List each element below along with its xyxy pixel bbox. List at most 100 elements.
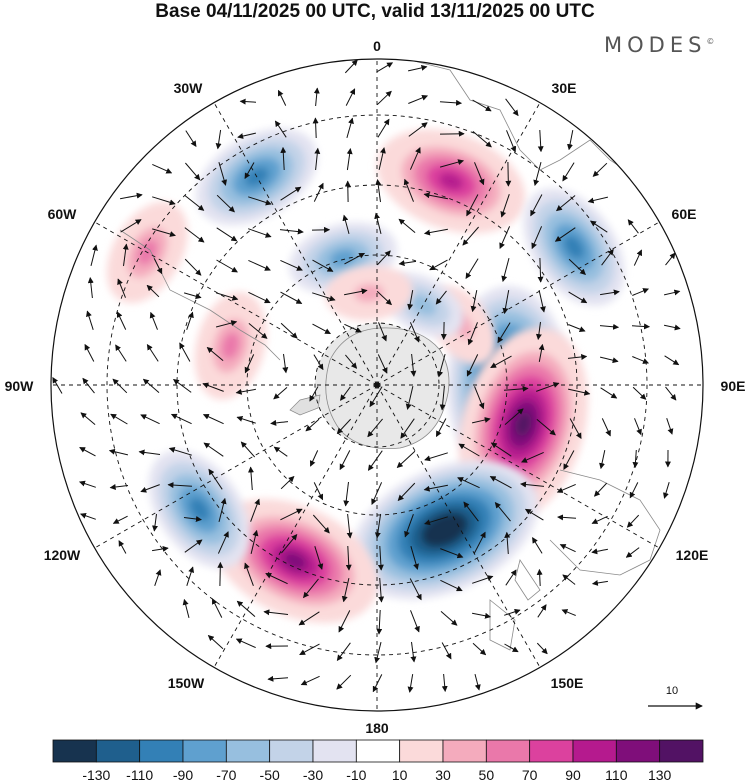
lon-label-120w: 120W bbox=[44, 547, 81, 563]
wind-arrow bbox=[587, 196, 609, 204]
meridian-line bbox=[213, 384, 378, 668]
wind-arrow bbox=[556, 195, 576, 212]
wind-arrow bbox=[344, 59, 358, 74]
wind-arrow bbox=[559, 544, 576, 553]
wind-arrow bbox=[376, 90, 392, 106]
lon-label-150e: 150E bbox=[551, 675, 584, 691]
latitude-circle bbox=[314, 322, 440, 448]
wind-arrow bbox=[471, 417, 491, 424]
map-disc bbox=[51, 59, 703, 711]
wind-arrow bbox=[345, 545, 352, 571]
wind-arrow bbox=[600, 387, 618, 399]
wind-arrow bbox=[472, 575, 494, 584]
colorbar-tick-label: -90 bbox=[173, 767, 193, 783]
wind-arrow bbox=[250, 529, 259, 555]
wind-arrow bbox=[280, 146, 287, 171]
wind-arrow bbox=[152, 513, 158, 532]
wind-arrow bbox=[403, 178, 414, 202]
wind-arrow bbox=[378, 577, 385, 603]
wind-arrow bbox=[90, 244, 98, 267]
wind-arrow bbox=[312, 259, 334, 272]
meridian-line bbox=[376, 384, 660, 549]
wind-arrow bbox=[154, 569, 162, 586]
wind-arrow bbox=[501, 257, 510, 283]
wind-arrow bbox=[168, 447, 192, 456]
wind-arrow bbox=[531, 226, 543, 250]
wind-arrow bbox=[409, 147, 421, 170]
meridian-line bbox=[376, 384, 541, 668]
south-america-coast bbox=[119, 229, 281, 361]
wind-arrow bbox=[367, 450, 383, 471]
wind-arrow bbox=[663, 482, 670, 499]
wind-arrow bbox=[263, 609, 289, 616]
wind-arrow bbox=[86, 310, 94, 330]
wind-arrow bbox=[632, 356, 649, 364]
wind-arrow bbox=[536, 419, 556, 436]
wind-arrow bbox=[78, 480, 96, 488]
wind-arrow bbox=[423, 192, 448, 200]
wind-arrow bbox=[339, 450, 351, 471]
wind-arrow bbox=[376, 290, 392, 306]
meridian-line bbox=[213, 102, 378, 386]
wind-arrow bbox=[554, 227, 576, 242]
wind-arrow bbox=[631, 323, 651, 330]
wind-arrow bbox=[410, 353, 417, 377]
wind-arrow bbox=[184, 227, 205, 243]
wind-arrow bbox=[398, 218, 416, 233]
wind-arrow bbox=[372, 674, 383, 693]
wind-arrow bbox=[236, 600, 256, 617]
wind-arrow bbox=[599, 356, 619, 364]
wind-arrow bbox=[215, 129, 222, 150]
wind-arrow bbox=[532, 537, 543, 554]
wind-arrow bbox=[270, 419, 289, 426]
wind-arrow bbox=[367, 418, 383, 438]
wind-arrow bbox=[52, 376, 63, 394]
wind-arrow bbox=[497, 322, 511, 344]
wind-arrow bbox=[280, 322, 298, 339]
wind-arrow bbox=[152, 228, 176, 237]
wind-arrow bbox=[312, 117, 319, 139]
wind-arrow bbox=[313, 482, 324, 501]
wind-arrow bbox=[149, 311, 158, 330]
wind-arrow bbox=[309, 386, 319, 402]
wind-arrow bbox=[561, 609, 576, 616]
wind-arrow bbox=[627, 219, 639, 234]
wind-arrow bbox=[267, 675, 289, 682]
wind-arrow bbox=[591, 515, 608, 524]
wind-arrow bbox=[239, 98, 257, 105]
wind-arrow bbox=[345, 88, 356, 106]
wind-arrow bbox=[184, 258, 202, 276]
meridian-line bbox=[376, 102, 541, 386]
wind-arrow bbox=[236, 415, 256, 424]
wind-arrow bbox=[567, 129, 574, 151]
wind-arrow bbox=[336, 418, 352, 435]
wind-arrow bbox=[277, 89, 287, 106]
wind-arrow bbox=[472, 99, 492, 112]
wind-arrow bbox=[503, 385, 529, 392]
wind-arrow bbox=[435, 418, 447, 438]
wind-arrow bbox=[344, 252, 366, 265]
wind-arrow bbox=[84, 343, 95, 362]
wind-arrow bbox=[536, 568, 543, 587]
wind-arrow bbox=[599, 323, 620, 330]
wind-arrow bbox=[179, 342, 191, 362]
wind-arrow bbox=[140, 484, 160, 493]
colorbar-tick-label: 110 bbox=[605, 767, 628, 783]
wind-arrow bbox=[376, 609, 383, 635]
wind-arrow bbox=[182, 598, 190, 619]
wind-arrow bbox=[244, 562, 254, 586]
wind-arrow bbox=[108, 448, 129, 456]
wind-arrow bbox=[591, 580, 608, 586]
wind-arrow bbox=[439, 159, 465, 168]
wind-arrow bbox=[410, 641, 417, 663]
wind-arrow bbox=[625, 547, 640, 558]
wind-arrow bbox=[237, 132, 257, 139]
wind-arrow bbox=[398, 260, 417, 267]
colorbar-tick-label: -110 bbox=[126, 767, 153, 783]
wind-arrow bbox=[138, 449, 161, 456]
wind-arrow bbox=[665, 252, 676, 266]
wind-arrow bbox=[235, 388, 256, 395]
wind-arrow bbox=[218, 162, 228, 186]
wind-arrow bbox=[109, 484, 129, 490]
colorbar-swatch bbox=[615, 739, 661, 763]
